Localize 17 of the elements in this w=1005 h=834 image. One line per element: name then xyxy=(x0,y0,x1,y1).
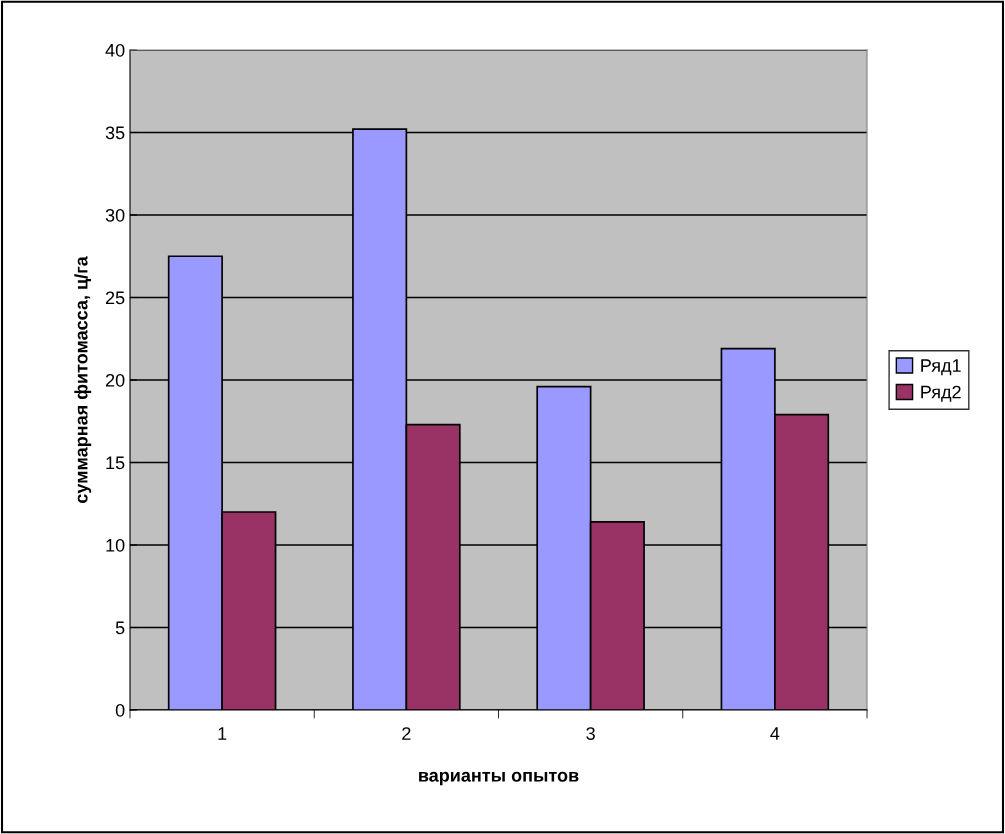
y-axis-title: суммарная фитомасса, ц/га xyxy=(74,256,92,503)
legend-label: Ряд2 xyxy=(921,385,961,402)
y-tick-label: 25 xyxy=(105,291,125,305)
y-tick-label: 10 xyxy=(106,538,125,552)
x-tick-label: 3 xyxy=(586,727,595,740)
x-tick-label: 4 xyxy=(770,727,780,740)
y-tick-label: 40 xyxy=(105,43,125,57)
x-axis-title: варианты опытов xyxy=(419,771,579,786)
y-tick-label: 15 xyxy=(106,456,125,470)
y-tick-label: 5 xyxy=(115,621,125,635)
y-tick-label: 30 xyxy=(105,208,125,222)
x-tick-label: 1 xyxy=(218,727,227,740)
y-tick-label: 20 xyxy=(105,373,125,387)
x-tick-label: 2 xyxy=(402,727,411,740)
legend-label: Ряд1 xyxy=(921,359,961,376)
y-tick-label: 35 xyxy=(105,126,125,140)
y-tick-label: 0 xyxy=(115,703,125,717)
